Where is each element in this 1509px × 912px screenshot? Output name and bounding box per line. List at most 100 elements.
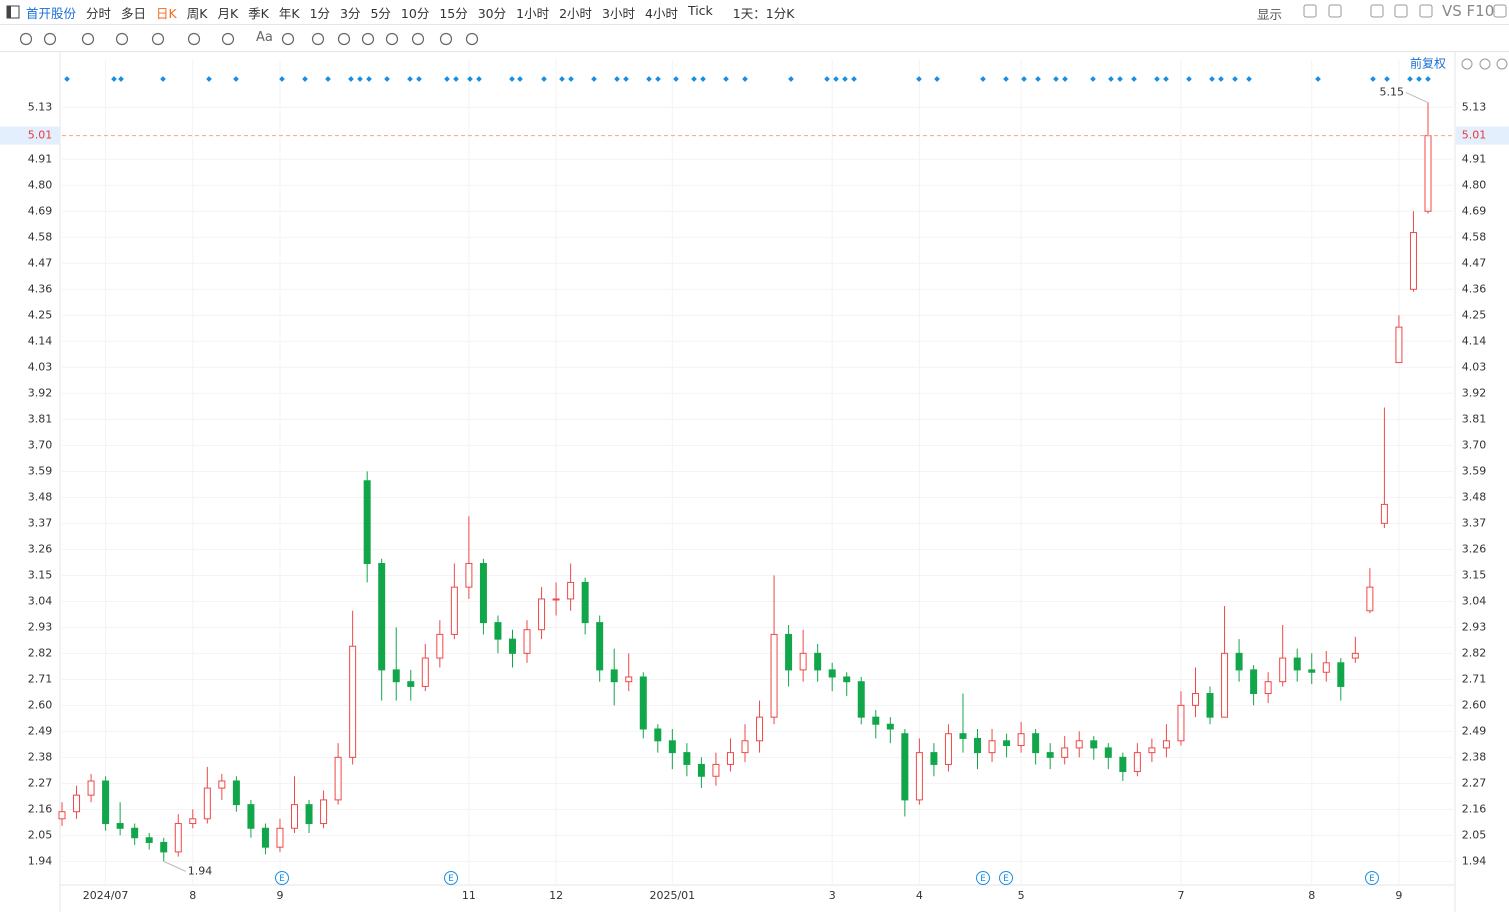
info-dot[interactable]: [842, 76, 848, 82]
info-dot[interactable]: [384, 76, 390, 82]
tool-icon[interactable]: [1303, 4, 1317, 18]
period-option[interactable]: 月K: [217, 5, 239, 21]
info-dot[interactable]: [160, 76, 166, 82]
info-dot[interactable]: [614, 76, 620, 82]
info-dot[interactable]: [206, 76, 212, 82]
period-option[interactable]: 1分: [309, 5, 331, 21]
tool-icon[interactable]: [1370, 4, 1384, 18]
tool-icon[interactable]: [1419, 4, 1433, 18]
info-dot[interactable]: [1218, 76, 1224, 82]
tool-icon[interactable]: [1394, 4, 1408, 18]
info-dot[interactable]: [833, 76, 839, 82]
event-marker[interactable]: [275, 871, 289, 885]
period-option[interactable]: 4小时: [645, 5, 678, 21]
info-dot[interactable]: [1154, 76, 1160, 82]
info-dot[interactable]: [1186, 76, 1192, 82]
tool-icon[interactable]: [281, 32, 295, 46]
period-option[interactable]: 3分: [340, 5, 361, 21]
tool-icon[interactable]: [1493, 4, 1507, 18]
info-dot[interactable]: [1425, 76, 1431, 82]
tool-icon[interactable]: [43, 32, 57, 46]
chart-control[interactable]: [1461, 58, 1473, 70]
info-dot[interactable]: [1117, 76, 1123, 82]
info-dot[interactable]: [1090, 76, 1096, 82]
period-option[interactable]: 15分: [439, 5, 468, 21]
event-marker[interactable]: [999, 871, 1013, 885]
info-dot[interactable]: [1053, 76, 1059, 82]
info-dot[interactable]: [559, 76, 565, 82]
info-dot[interactable]: [366, 76, 372, 82]
info-dot[interactable]: [517, 76, 523, 82]
info-dot[interactable]: [325, 76, 331, 82]
info-dot[interactable]: [453, 76, 459, 82]
period-option[interactable]: 年K: [278, 5, 300, 21]
info-dot[interactable]: [723, 76, 729, 82]
tool-icon[interactable]: [439, 32, 453, 46]
info-dot[interactable]: [1246, 76, 1252, 82]
info-dot[interactable]: [509, 76, 515, 82]
period-option[interactable]: 10分: [400, 5, 430, 21]
info-dot[interactable]: [934, 76, 940, 82]
info-dot[interactable]: [788, 76, 794, 82]
event-marker[interactable]: [1365, 871, 1379, 885]
info-dot[interactable]: [700, 76, 706, 82]
info-dot[interactable]: [302, 76, 308, 82]
info-dot[interactable]: [416, 76, 422, 82]
info-dot[interactable]: [1315, 76, 1321, 82]
info-dot[interactable]: [348, 76, 354, 82]
info-dot[interactable]: [851, 76, 857, 82]
period-option[interactable]: 3小时: [602, 5, 635, 21]
tool-icon[interactable]: [151, 32, 165, 46]
info-dot[interactable]: [1209, 76, 1215, 82]
period-option[interactable]: 周K: [186, 5, 208, 21]
period-option[interactable]: Tick: [687, 2, 713, 18]
tool-icon[interactable]: [361, 32, 375, 46]
info-dot[interactable]: [476, 76, 482, 82]
info-dot[interactable]: [742, 76, 748, 82]
stock-name[interactable]: 首开股份: [26, 5, 77, 21]
info-dot[interactable]: [1232, 76, 1238, 82]
info-dot[interactable]: [980, 76, 986, 82]
info-dot[interactable]: [691, 76, 697, 82]
tool-icon[interactable]: [465, 32, 479, 46]
tool-icon[interactable]: [221, 32, 235, 46]
chart-control[interactable]: [1479, 58, 1491, 70]
event-marker[interactable]: [976, 871, 990, 885]
info-dot[interactable]: [279, 76, 285, 82]
price-mode[interactable]: 前复权: [1410, 56, 1446, 71]
text-tool[interactable]: Aa: [256, 30, 273, 45]
tool-icon[interactable]: [81, 32, 95, 46]
display-menu[interactable]: 显示: [1257, 7, 1283, 22]
period-option[interactable]: 5分: [370, 5, 391, 21]
info-dot[interactable]: [1021, 76, 1027, 82]
info-dot[interactable]: [824, 76, 830, 82]
info-dot[interactable]: [111, 76, 117, 82]
info-dot[interactable]: [1003, 76, 1009, 82]
tool-icon[interactable]: [115, 32, 129, 46]
info-dot[interactable]: [1416, 76, 1422, 82]
tool-icon[interactable]: [19, 32, 33, 46]
period-option[interactable]: 30分: [477, 5, 507, 21]
tool-icon[interactable]: [311, 32, 325, 46]
compare[interactable]: VS F10: [1442, 2, 1495, 20]
info-dot[interactable]: [541, 76, 547, 82]
info-dot[interactable]: [1384, 76, 1390, 82]
info-dot[interactable]: [357, 76, 363, 82]
info-dot[interactable]: [64, 76, 70, 82]
chart-control[interactable]: [1496, 58, 1508, 70]
info-dot[interactable]: [444, 76, 450, 82]
info-dot[interactable]: [1131, 76, 1137, 82]
info-dot[interactable]: [467, 76, 473, 82]
period-option[interactable]: 季K: [248, 5, 269, 21]
info-dot[interactable]: [623, 76, 629, 82]
period-option[interactable]: 1小时: [516, 5, 550, 21]
info-dot[interactable]: [1370, 76, 1376, 82]
info-dot[interactable]: [1062, 76, 1068, 82]
period-option[interactable]: 日K: [156, 5, 177, 21]
info-dot[interactable]: [1163, 76, 1169, 82]
info-dot[interactable]: [1035, 76, 1041, 82]
tool-icon[interactable]: [187, 32, 201, 46]
multi-period[interactable]: 1天：1分K: [732, 5, 795, 21]
info-dot[interactable]: [916, 76, 922, 82]
info-dot[interactable]: [1108, 76, 1114, 82]
